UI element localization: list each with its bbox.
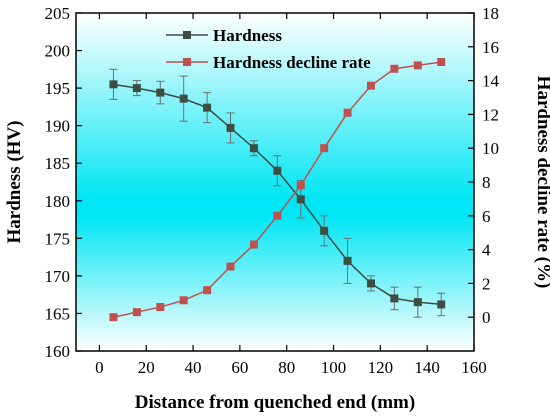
x-tick-label: 20 [138,358,155,377]
x-tick-label: 100 [321,358,347,377]
y-right-tick-label: 16 [482,38,499,57]
legend-label-hardness: Hardness [213,26,282,45]
y-left-tick-label: 160 [45,342,71,361]
y-left-tick-label: 195 [45,79,71,98]
hardness-point [203,103,212,112]
y-right-tick-label: 8 [482,173,491,192]
decline-rate-point [156,303,165,312]
x-tick-label: 80 [278,358,295,377]
y-left-tick-label: 185 [45,154,71,173]
y-left-tick-label: 180 [45,192,71,211]
hardness-point [226,123,235,132]
x-axis-title: Distance from quenched end (mm) [135,392,415,413]
legend-marker-hardness [183,31,191,39]
legend-marker-decline-rate [183,58,191,66]
y-right-tick-label: 4 [482,241,491,260]
y-left-tick-label: 200 [45,42,71,61]
y-right-tick-label: 10 [482,139,499,158]
decline-rate-point [437,58,446,67]
x-tick-label: 120 [368,358,394,377]
decline-rate-point [132,308,141,317]
y-right-tick-label: 2 [482,274,491,293]
legend-label-decline-rate: Hardness decline rate [213,53,371,72]
x-tick-label: 60 [231,358,248,377]
decline-rate-point [296,181,305,190]
decline-rate-point [413,61,422,70]
y-right-tick-label: 14 [482,72,500,91]
hardness-point [249,144,258,153]
y-left-tick-label: 175 [45,229,71,248]
hardness-point [366,279,375,288]
hardness-point [179,94,188,103]
y-right-tick-label: 0 [482,308,491,327]
y-left-tick-label: 205 [45,4,71,23]
y-axis-right-title: Hardness decline rate (%) [533,76,550,289]
hardness-point [343,256,352,265]
y-right-tick-label: 6 [482,207,491,226]
decline-rate-point [320,144,329,153]
y-axis-left-title: Hardness (HV) [4,121,25,244]
hardness-point [109,80,118,89]
y-right-tick-label: 12 [482,105,499,124]
decline-rate-point [249,240,258,249]
hardness-point [390,294,399,303]
decline-rate-point [226,262,235,271]
hardness-point [156,88,165,97]
x-tick-label: 40 [185,358,202,377]
hardness-point [437,300,446,309]
decline-rate-point [273,211,282,220]
decline-rate-point [109,313,118,322]
decline-rate-point [203,286,212,295]
y-left-tick-label: 190 [45,117,71,136]
y-left-tick-label: 165 [45,304,71,323]
hardness-point [320,226,329,235]
decline-rate-point [366,81,375,90]
x-tick-label: 0 [95,358,104,377]
y-right-tick-label: 18 [482,4,499,23]
hardness-point [273,166,282,175]
y-left-tick-label: 170 [45,267,71,286]
decline-rate-point [179,296,188,305]
hardness-point [413,298,422,307]
plot-background [76,13,474,351]
x-tick-label: 140 [414,358,440,377]
decline-rate-point [343,108,352,117]
legend: Hardness Hardness decline rate [166,26,371,72]
decline-rate-point [390,64,399,73]
hardness-point [132,84,141,93]
hardness-point [296,195,305,204]
x-tick-label: 160 [461,358,487,377]
